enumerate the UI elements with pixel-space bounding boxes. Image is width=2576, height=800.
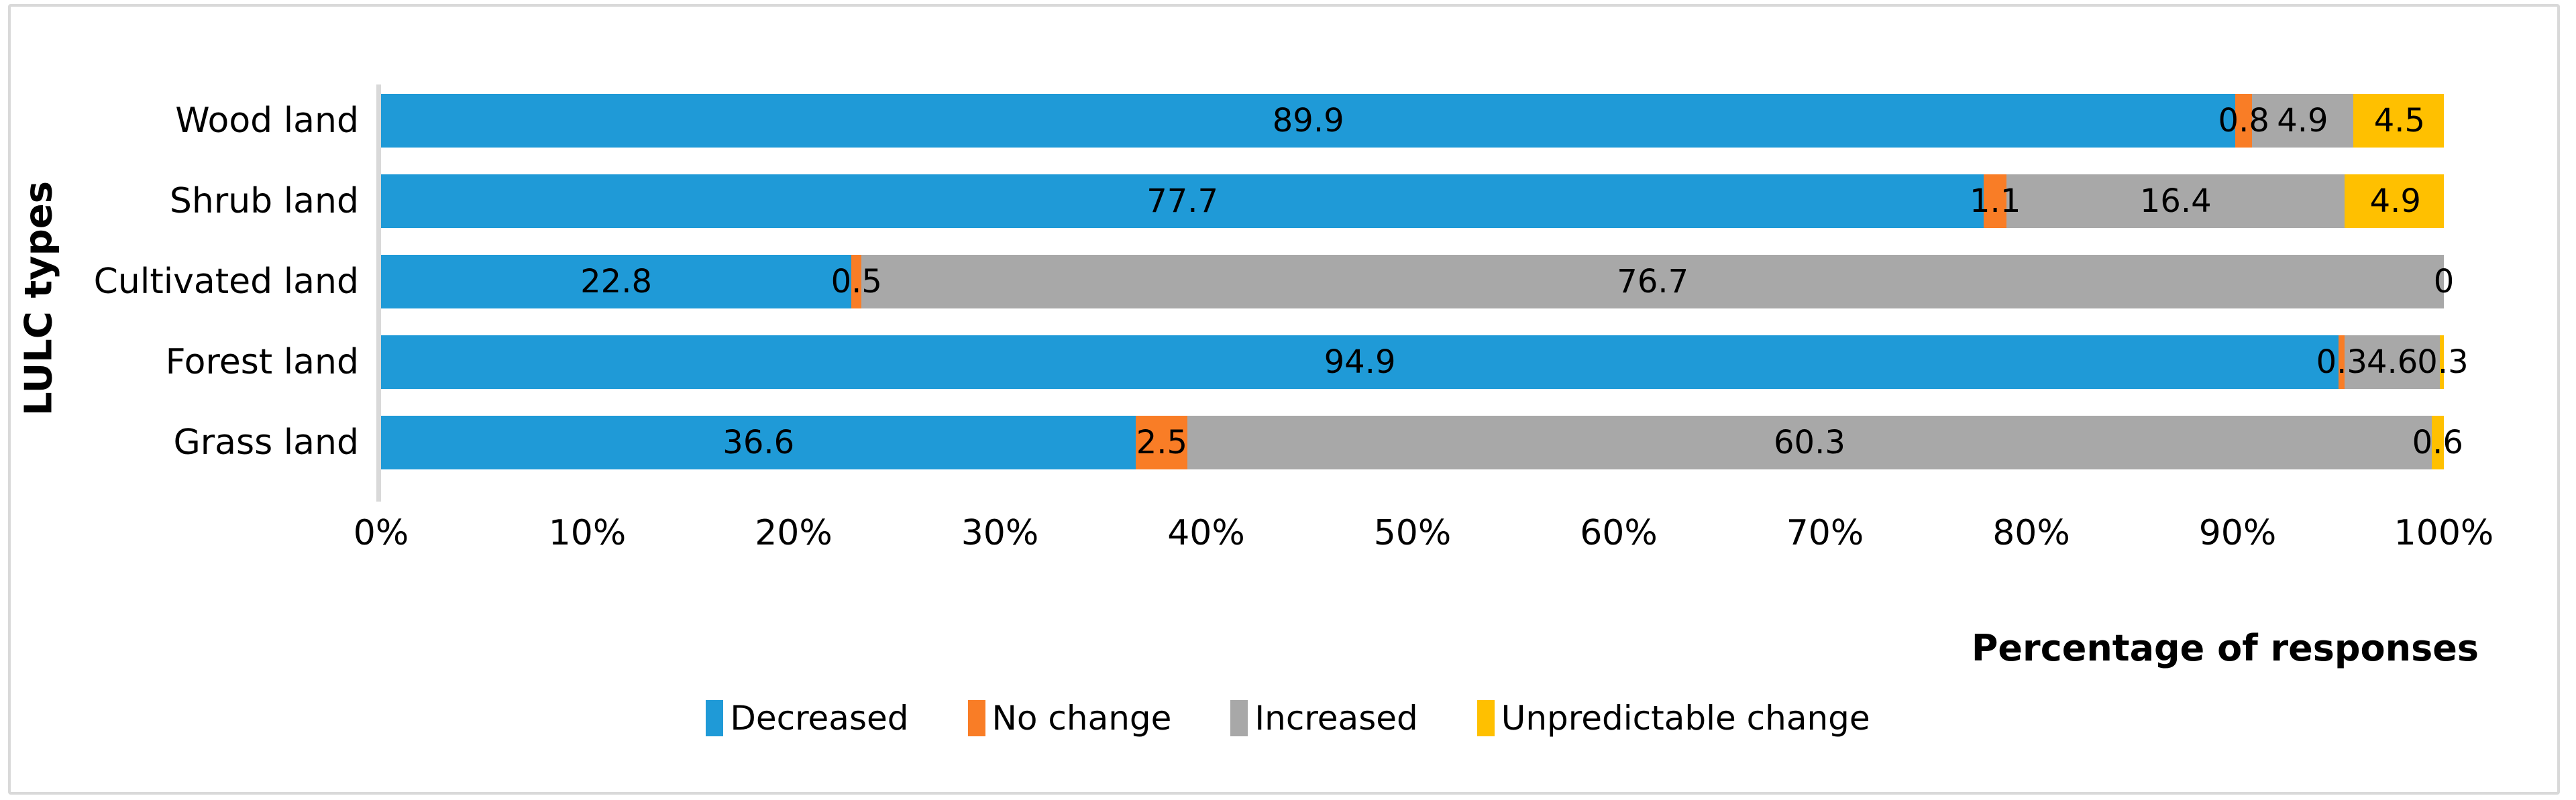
legend-swatch-increased: [1230, 700, 1248, 736]
bar-segment-unpredictable-change-forest-land: [2439, 335, 2444, 389]
y-axis-line: [376, 84, 381, 502]
bar-row-shrub-land: [381, 174, 2444, 228]
bar-segment-no-change-forest-land: [2339, 335, 2345, 389]
data-label-increased-cultivated-land: 76.7: [1617, 263, 1689, 300]
legend-label-increased: Increased: [1254, 699, 1418, 738]
bar-row-cultivated-land: [381, 255, 2444, 308]
data-label-unpredictable-change-shrub-land: 4.9: [2369, 182, 2421, 220]
bar-segment-increased-wood-land: [2252, 94, 2353, 148]
x-tick-label-20pct: 20%: [755, 513, 833, 553]
bar-segment-no-change-wood-land: [2235, 94, 2253, 148]
category-label-cultivated-land: Cultivated land: [93, 262, 359, 302]
data-label-unpredictable-change-wood-land: 4.5: [2373, 102, 2426, 139]
data-label-unpredictable-change-cultivated-land: 0: [2433, 263, 2455, 300]
x-tick-label-90pct: 90%: [2198, 513, 2277, 553]
legend-item-decreased: Decreased: [706, 699, 909, 738]
data-label-increased-shrub-land: 16.4: [2139, 182, 2212, 220]
bar-segment-decreased-cultivated-land: [381, 255, 852, 308]
data-label-decreased-forest-land: 94.9: [1324, 343, 1396, 381]
x-axis-title: Percentage of responses: [1971, 627, 2479, 669]
legend-label-no-change: No change: [991, 699, 1172, 738]
bar-segment-no-change-grass-land: [1136, 416, 1188, 469]
data-label-no-change-wood-land: 0.8: [2218, 102, 2269, 139]
bar-segment-decreased-wood-land: [381, 94, 2236, 148]
legend-swatch-unpredictable-change: [1477, 700, 1495, 736]
legend-label-decreased: Decreased: [730, 699, 909, 738]
category-label-wood-land: Wood land: [175, 101, 359, 141]
legend-label-unpredictable-change: Unpredictable change: [1501, 699, 1870, 738]
bar-segment-unpredictable-change-wood-land: [2353, 94, 2444, 148]
x-tick-label-70pct: 70%: [1786, 513, 1864, 553]
legend-item-no-change: No change: [967, 699, 1172, 738]
bar-segment-unpredictable-change-grass-land: [2431, 416, 2444, 469]
x-tick-label-50pct: 50%: [1373, 513, 1452, 553]
bar-segment-unpredictable-change-shrub-land: [2345, 174, 2444, 228]
x-tick-label-80pct: 80%: [1992, 513, 2070, 553]
bar-segment-increased-cultivated-land: [861, 255, 2444, 308]
bar-segment-decreased-grass-land: [381, 416, 1136, 469]
x-tick-label-40pct: 40%: [1167, 513, 1245, 553]
data-label-no-change-grass-land: 2.5: [1136, 424, 1188, 461]
bar-row-wood-land: [381, 94, 2444, 148]
x-tick-label-60pct: 60%: [1580, 513, 1658, 553]
bar-segment-increased-forest-land: [2345, 335, 2440, 389]
category-label-grass-land: Grass land: [173, 422, 359, 463]
bar-segment-decreased-shrub-land: [381, 174, 1984, 228]
legend-item-unpredictable-change: Unpredictable change: [1477, 700, 1870, 736]
legend-swatch-decreased: [706, 700, 724, 736]
bar-segment-no-change-shrub-land: [1984, 174, 2007, 228]
data-label-increased-grass-land: 60.3: [1774, 424, 1845, 461]
x-tick-label-0pct: 0%: [353, 513, 409, 553]
x-tick-label-10pct: 10%: [548, 513, 627, 553]
category-label-forest-land: Forest land: [165, 342, 359, 382]
data-label-increased-forest-land: 4.6: [2366, 343, 2418, 381]
data-label-decreased-grass-land: 36.6: [722, 424, 795, 461]
data-label-unpredictable-change-grass-land: 0.6: [2412, 424, 2463, 461]
category-label-shrub-land: Shrub land: [169, 181, 359, 221]
bar-segment-decreased-forest-land: [381, 335, 2339, 389]
data-label-no-change-forest-land: 0.3: [2316, 343, 2367, 381]
data-label-unpredictable-change-forest-land: 0.3: [2417, 343, 2469, 381]
data-label-decreased-wood-land: 89.9: [1272, 102, 1344, 139]
bar-segment-increased-shrub-land: [2006, 174, 2345, 228]
legend-item-increased: Increased: [1230, 699, 1418, 738]
legend-swatch-no-change: [967, 700, 985, 736]
bar-segment-no-change-cultivated-land: [851, 255, 862, 308]
data-label-no-change-shrub-land: 1.1: [1970, 182, 2021, 220]
bar-segment-increased-grass-land: [1187, 416, 2432, 469]
bar-row-forest-land: [381, 335, 2444, 389]
data-label-decreased-shrub-land: 77.7: [1146, 182, 1219, 220]
data-label-decreased-cultivated-land: 22.8: [580, 263, 652, 300]
data-label-no-change-cultivated-land: 0.5: [830, 263, 882, 300]
data-label-increased-wood-land: 4.9: [2277, 102, 2328, 139]
x-tick-label-100pct: 100%: [2394, 513, 2494, 553]
x-tick-label-30pct: 30%: [961, 513, 1039, 553]
chart-legend: Decreased No change Increased Unpredictable…: [0, 700, 2576, 736]
bar-row-grass-land: [381, 416, 2444, 469]
